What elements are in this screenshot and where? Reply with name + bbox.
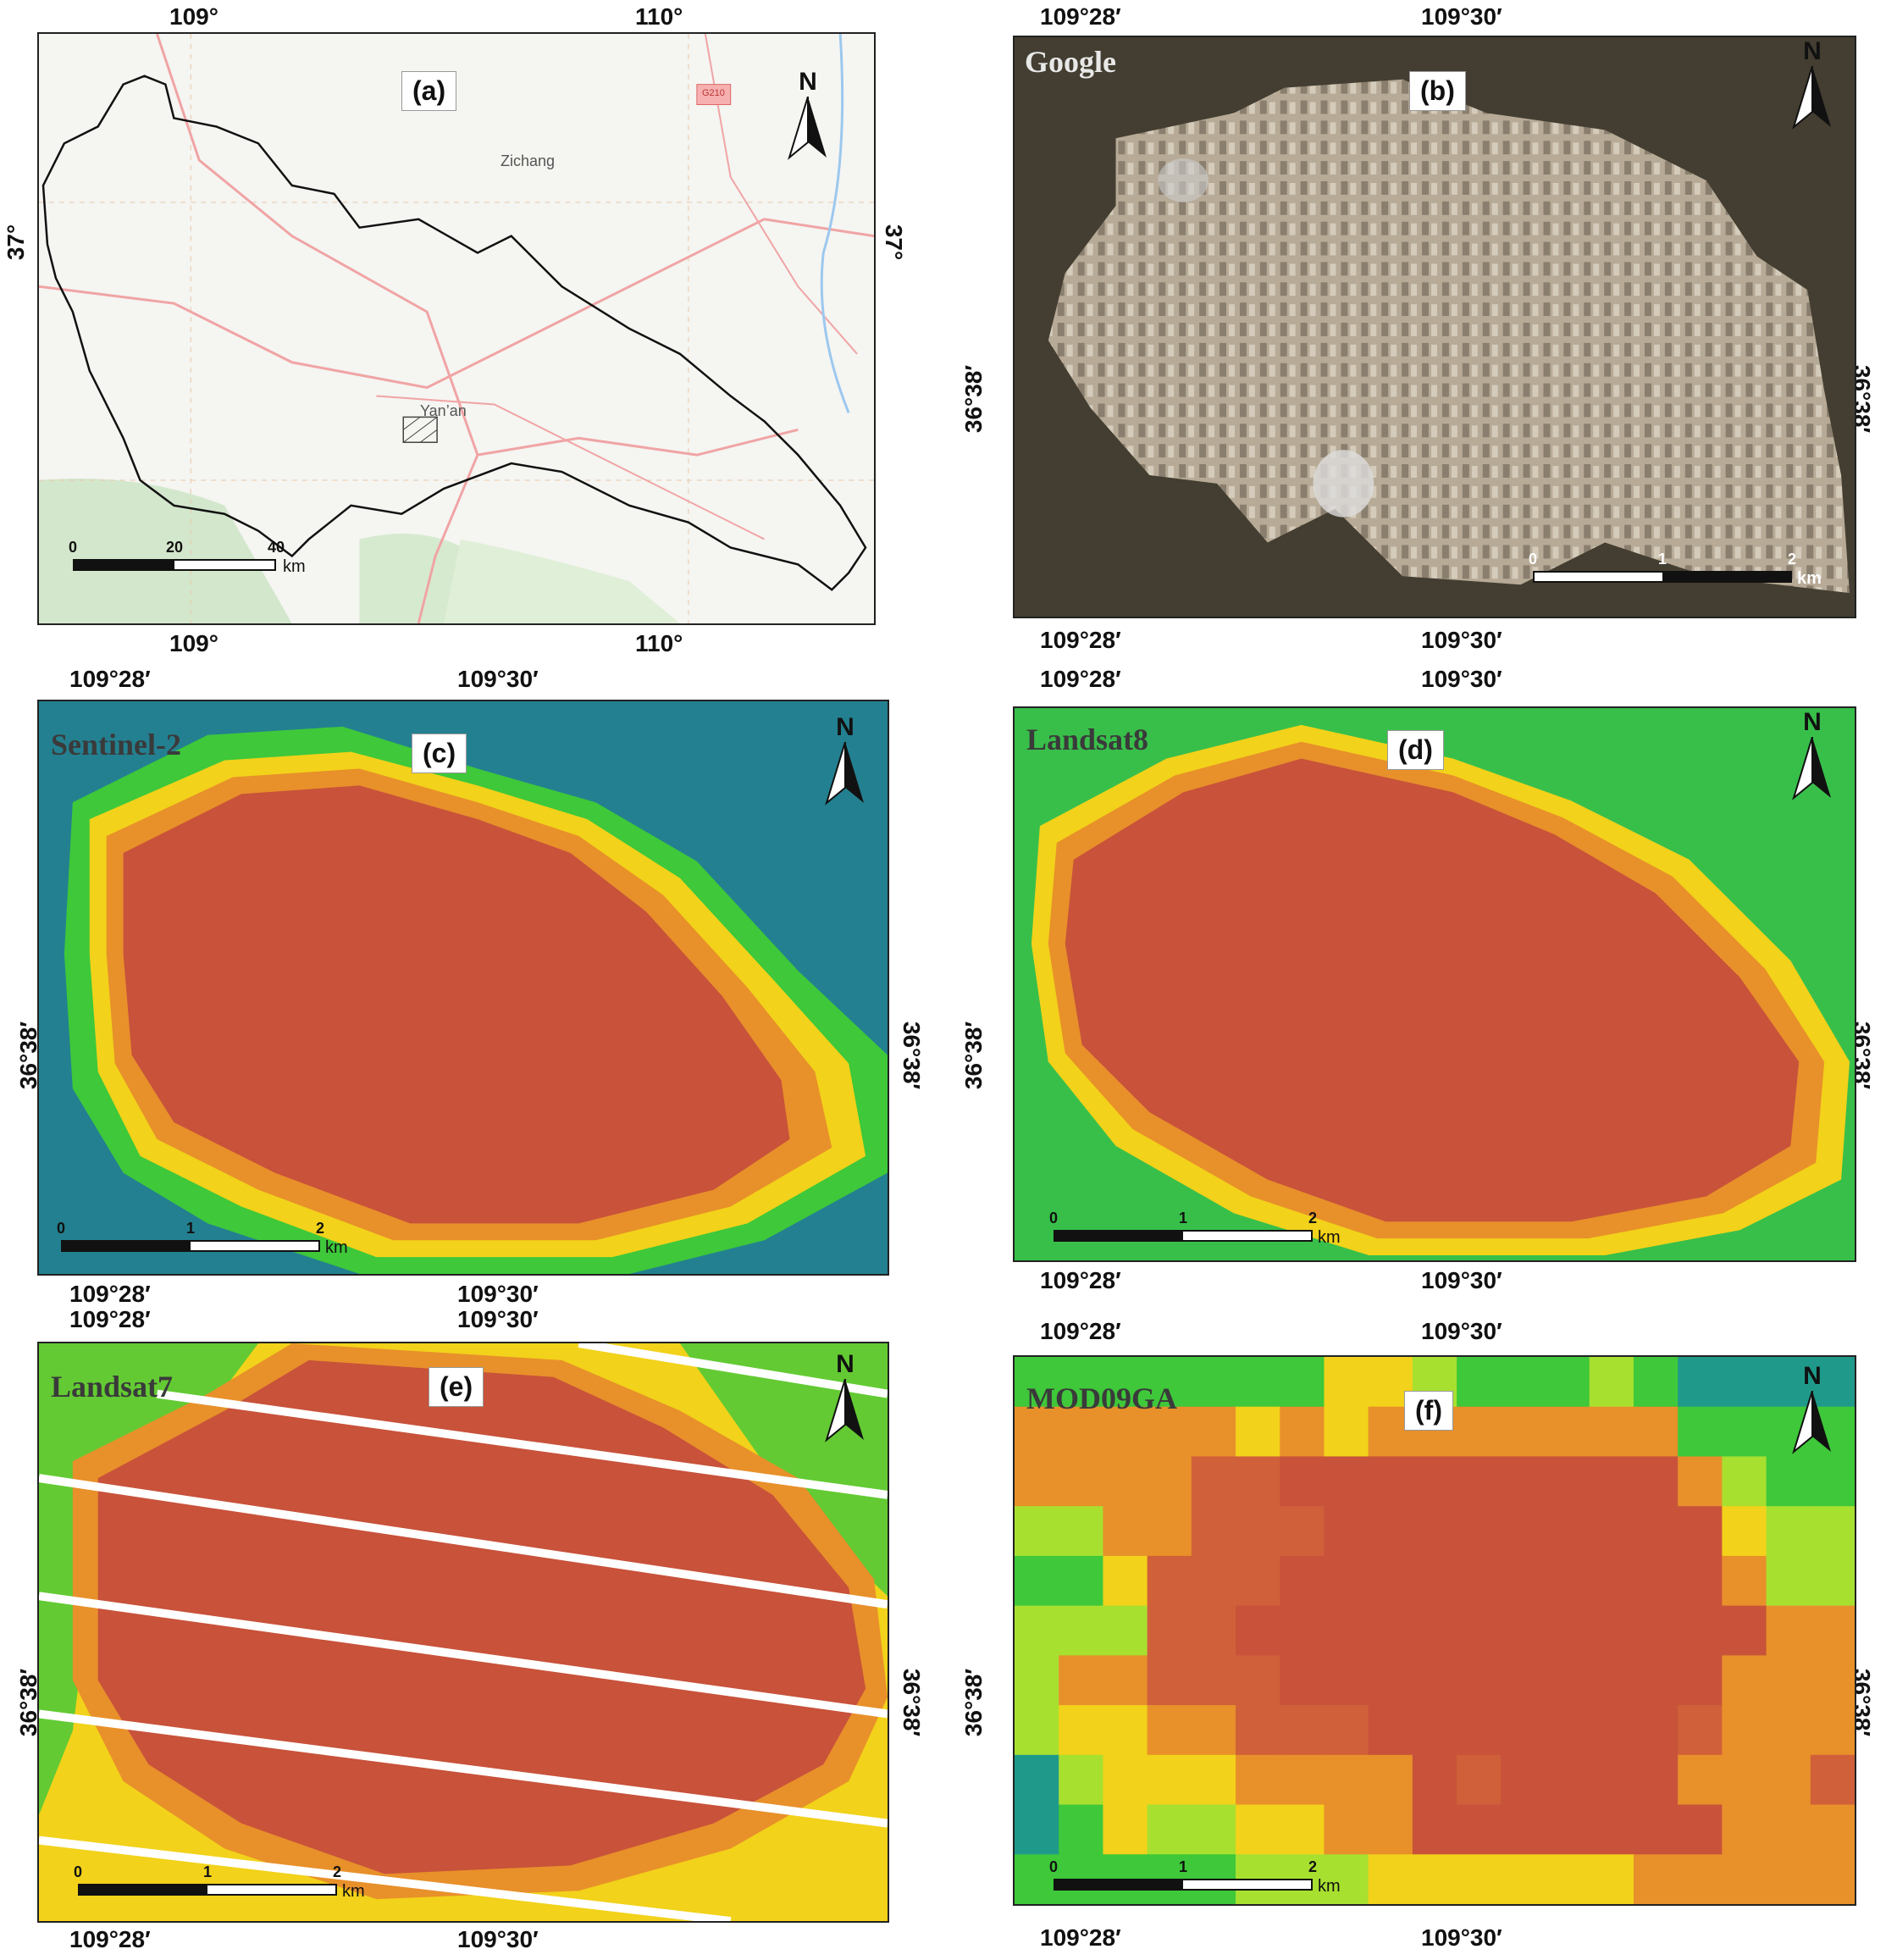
classified-image: [39, 701, 888, 1274]
source-label-landsat8: Landsat8: [1026, 723, 1149, 756]
north-arrow-icon: [788, 97, 827, 160]
b-top-lon-1: 109°28′: [1040, 3, 1121, 30]
place-zichang: Zichang: [501, 152, 556, 169]
base-map: [39, 34, 874, 623]
classified-image: [1015, 1357, 1855, 1904]
north-label: N: [836, 1350, 854, 1378]
f-top-lon-1: 109°28′: [1040, 1318, 1121, 1344]
f-bottom-lon-1: 109°28′: [1040, 1924, 1121, 1951]
d-left-lat: 36°38′: [960, 1021, 987, 1090]
source-label-landsat7: Landsat7: [51, 1370, 174, 1404]
e-bottom-lon-1: 109°28′: [69, 1926, 151, 1952]
north-arrow: N: [1787, 708, 1838, 801]
north-label: N: [1803, 1362, 1822, 1390]
b-bottom-lon-2: 109°30′: [1421, 627, 1502, 653]
a-right-lat: 37°: [881, 224, 908, 261]
panel-f-label: (f): [1404, 1391, 1453, 1431]
source-label-google: Google: [1025, 45, 1116, 79]
north-arrow-icon: [825, 1379, 864, 1442]
a-top-lon-1: 109°: [169, 3, 218, 30]
north-arrow-icon: [1792, 1391, 1831, 1454]
d-bottom-lon-1: 109°28′: [1040, 1267, 1121, 1293]
f-top-lon-2: 109°30′: [1421, 1318, 1502, 1344]
e-right-lat: 36°38′: [899, 1668, 926, 1737]
a-bottom-lon-1: 109°: [169, 630, 218, 656]
satellite-image: [1015, 37, 1855, 617]
e-top-lon-2: 109°30′: [457, 1306, 539, 1332]
b-top-lon-2: 109°30′: [1421, 3, 1502, 30]
north-arrow-icon: [825, 742, 864, 806]
north-label: N: [799, 68, 817, 96]
d-bottom-lon-2: 109°30′: [1421, 1267, 1502, 1293]
classified-image: [39, 1343, 888, 1921]
f-bottom-lon-2: 109°30′: [1421, 1924, 1502, 1951]
scale-bar: 0 20 40 km: [68, 539, 306, 576]
f-left-lat: 36°38′: [960, 1668, 987, 1737]
panel-b-label: (b): [1409, 71, 1466, 111]
c-right-lat: 36°38′: [899, 1021, 926, 1090]
north-label: N: [836, 713, 854, 741]
north-arrow: N: [1787, 1362, 1838, 1455]
north-label: N: [1803, 708, 1822, 736]
a-left-lat: 37°: [3, 224, 30, 261]
north-arrow-icon: [1792, 737, 1831, 800]
e-top-lon-1: 109°28′: [69, 1306, 151, 1332]
c-bottom-lon-1: 109°28′: [69, 1281, 151, 1307]
road-sign: G210: [702, 88, 725, 98]
north-arrow-icon: [1792, 66, 1831, 130]
panel-c-label: (c): [412, 734, 467, 773]
e-bottom-lon-2: 109°30′: [457, 1926, 539, 1952]
d-top-lon-2: 109°30′: [1421, 666, 1502, 692]
panel-e-label: (e): [429, 1367, 484, 1407]
source-label-sentinel2: Sentinel-2: [51, 728, 182, 761]
panel-a-map: (a) Zichang Yan’an G210 N 0 20 40 km: [37, 32, 876, 625]
panel-d-label: (d): [1387, 730, 1444, 770]
north-arrow: N: [783, 68, 833, 161]
c-bottom-lon-2: 109°30′: [457, 1281, 539, 1307]
north-arrow: N: [820, 1350, 871, 1443]
classified-image: [1015, 708, 1855, 1260]
north-label: N: [1803, 37, 1822, 65]
north-arrow: N: [820, 713, 871, 806]
north-arrow: N: [1787, 37, 1838, 130]
a-top-lon-2: 110°: [635, 3, 683, 30]
source-label-mod09ga: MOD09GA: [1026, 1381, 1177, 1415]
d-top-lon-1: 109°28′: [1040, 666, 1121, 692]
b-bottom-lon-1: 109°28′: [1040, 627, 1121, 653]
b-left-lat: 36°38′: [960, 364, 987, 434]
place-yanan: Yan’an: [420, 402, 467, 419]
panel-a-label: (a): [401, 71, 457, 111]
c-top-lon-2: 109°30′: [457, 666, 539, 692]
a-bottom-lon-2: 110°: [635, 630, 683, 656]
c-top-lon-1: 109°28′: [69, 666, 151, 692]
